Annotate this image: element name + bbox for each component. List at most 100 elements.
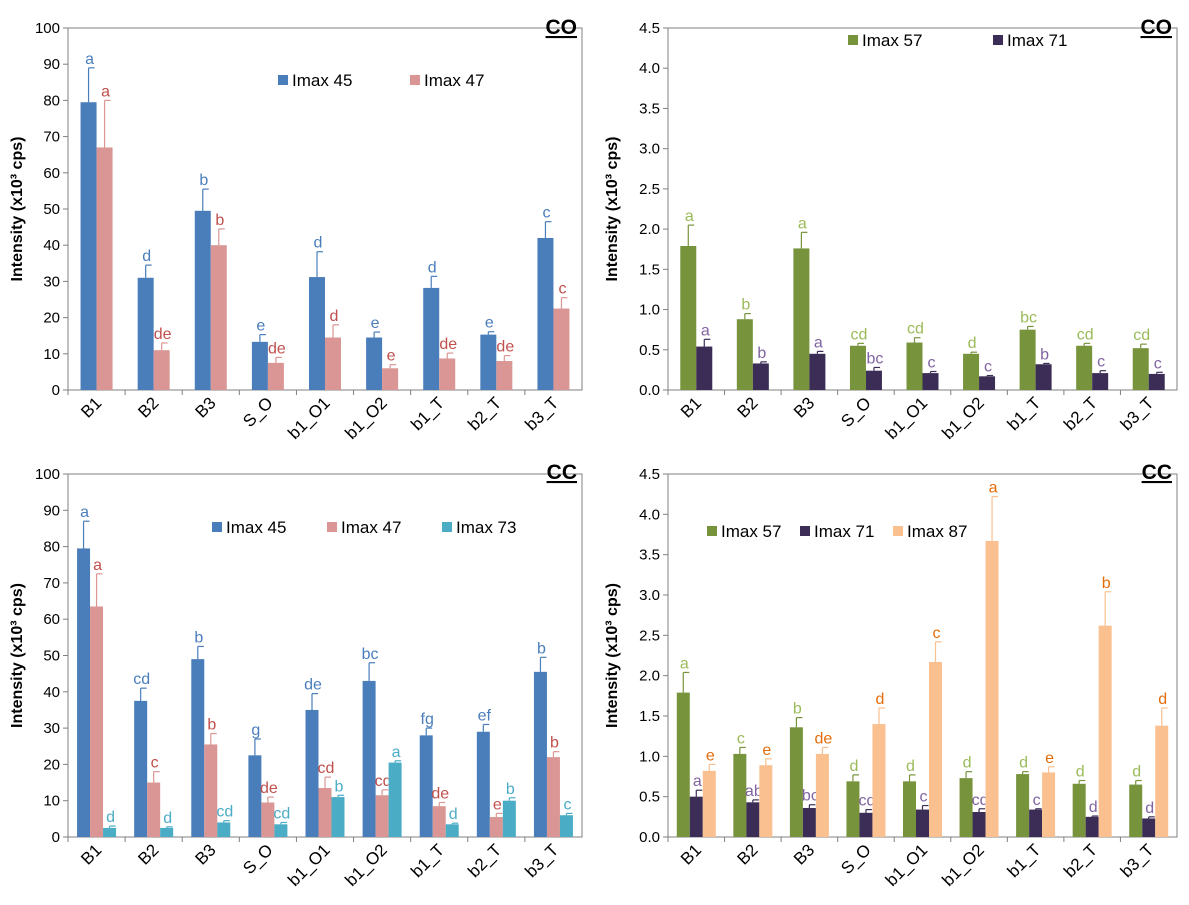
- bar: [906, 342, 923, 390]
- y-tick-label: 70: [43, 575, 60, 592]
- legend-label: Imax 87: [907, 522, 967, 541]
- significance-letter: c: [984, 359, 992, 376]
- significance-letter: c: [563, 796, 571, 813]
- significance-letter: c: [1097, 354, 1105, 371]
- significance-letter: de: [814, 730, 832, 747]
- bar: [689, 796, 703, 837]
- y-axis-label: Intensity (x10³ cps): [9, 137, 26, 282]
- legend-label: Imax 73: [456, 518, 516, 537]
- bar: [362, 680, 376, 837]
- y-axis-label: Intensity (x10³ cps): [9, 583, 26, 728]
- significance-letter: ef: [478, 707, 492, 724]
- bar: [849, 345, 866, 390]
- significance-letter: d: [314, 235, 323, 252]
- significance-letter: c: [737, 730, 745, 747]
- significance-letter: e: [706, 747, 715, 764]
- bar: [382, 368, 399, 390]
- bar: [331, 797, 345, 837]
- x-tick-label: S_O: [837, 840, 874, 877]
- significance-letter: b: [537, 640, 546, 657]
- significance-letter: c: [542, 205, 550, 222]
- bar: [274, 824, 288, 837]
- x-tick-label: b1_O2: [938, 393, 988, 443]
- significance-letter: d: [106, 809, 115, 826]
- significance-letter: d: [875, 691, 884, 708]
- y-tick-label: 100: [35, 466, 60, 483]
- significance-letter: a: [680, 655, 689, 672]
- significance-letter: cd: [1077, 326, 1094, 343]
- y-tick-label: 3.0: [639, 141, 660, 158]
- bar: [191, 659, 205, 837]
- bar: [1155, 725, 1169, 837]
- significance-letter: de: [260, 780, 278, 797]
- significance-letter: a: [101, 83, 110, 100]
- bar: [77, 548, 91, 837]
- chart-cc-imax57-71-87: 0.0 0.5 1.0 1.5 2.0 2.5 3.0 3.5 4.0 4.5 Intensity …: [604, 461, 1178, 890]
- significance-letter: cd: [133, 671, 150, 688]
- y-tick-label: 10: [43, 346, 60, 363]
- y-tick-label: 50: [43, 648, 60, 665]
- significance-letter: de: [154, 326, 172, 343]
- bar: [1029, 809, 1043, 837]
- bar: [1132, 348, 1149, 390]
- x-tick-label: B3: [790, 840, 818, 868]
- significance-letter: de: [431, 786, 449, 803]
- legend-label: Imax 47: [341, 518, 401, 537]
- significance-letter: de: [496, 339, 514, 356]
- significance-letter: a: [392, 744, 401, 761]
- bar: [432, 806, 446, 837]
- significance-letter: cd: [858, 793, 875, 810]
- y-tick-label: 0.0: [639, 829, 660, 846]
- y-tick-label: 3.5: [639, 100, 660, 117]
- bar: [318, 787, 332, 837]
- significance-letter: d: [1132, 764, 1141, 781]
- bar: [251, 341, 268, 390]
- x-tick-label: B3: [191, 840, 219, 868]
- legend-swatch: [800, 526, 810, 536]
- x-tick-label: b1_T: [1004, 840, 1045, 881]
- significance-letter: c: [151, 755, 159, 772]
- bar: [903, 781, 916, 837]
- y-tick-label: 60: [43, 611, 60, 628]
- bar: [160, 827, 174, 837]
- bar: [496, 361, 513, 390]
- bar: [752, 363, 769, 390]
- significance-letter: a: [685, 208, 694, 225]
- legend-swatch: [893, 526, 903, 536]
- legend-swatch: [993, 35, 1003, 45]
- significance-letter: d: [142, 248, 151, 265]
- x-tick-label: S_O: [239, 840, 276, 877]
- y-tick-label: 80: [43, 92, 60, 109]
- bar: [1092, 373, 1109, 390]
- bar: [147, 782, 161, 837]
- x-tick-label: b1_O2: [938, 840, 988, 890]
- significance-letter: a: [989, 480, 998, 497]
- significance-letter: ab: [745, 783, 763, 800]
- bar: [1042, 772, 1056, 837]
- significance-letter: e: [762, 742, 771, 759]
- chart-cc-imax45-47-73: 0 10 20 30 40 50 60 70 80 90 100 Intensity (x10³ cp…: [9, 461, 583, 890]
- legend-swatch: [212, 522, 222, 532]
- significance-letter: d: [963, 755, 972, 772]
- significance-letter: e: [387, 348, 396, 365]
- significance-letter: d: [1019, 755, 1028, 772]
- legend-swatch: [442, 522, 452, 532]
- y-tick-label: 100: [35, 20, 60, 37]
- x-tick-label: b2_T: [464, 393, 505, 434]
- y-tick-label: 1.0: [639, 748, 660, 765]
- chart-co-imax57-71: 0.0 0.5 1.0 1.5 2.0 2.5 3.0 3.5 4.0 4.5 Intensity …: [604, 16, 1178, 443]
- significance-letter: b: [741, 297, 750, 314]
- x-tick-label: B1: [677, 840, 705, 868]
- significance-letter: bc: [1020, 309, 1037, 326]
- bar: [979, 376, 996, 390]
- y-tick-label: 70: [43, 129, 60, 146]
- significance-letter: cd: [375, 773, 392, 790]
- bar: [445, 824, 459, 837]
- significance-letter: d: [449, 806, 458, 823]
- x-tick-label: b2_T: [464, 840, 505, 881]
- x-tick-label: b1_O2: [341, 840, 391, 890]
- y-tick-label: 1.0: [639, 302, 660, 319]
- significance-letter: cd: [1133, 327, 1150, 344]
- bar: [537, 237, 554, 390]
- legend-swatch: [410, 75, 420, 85]
